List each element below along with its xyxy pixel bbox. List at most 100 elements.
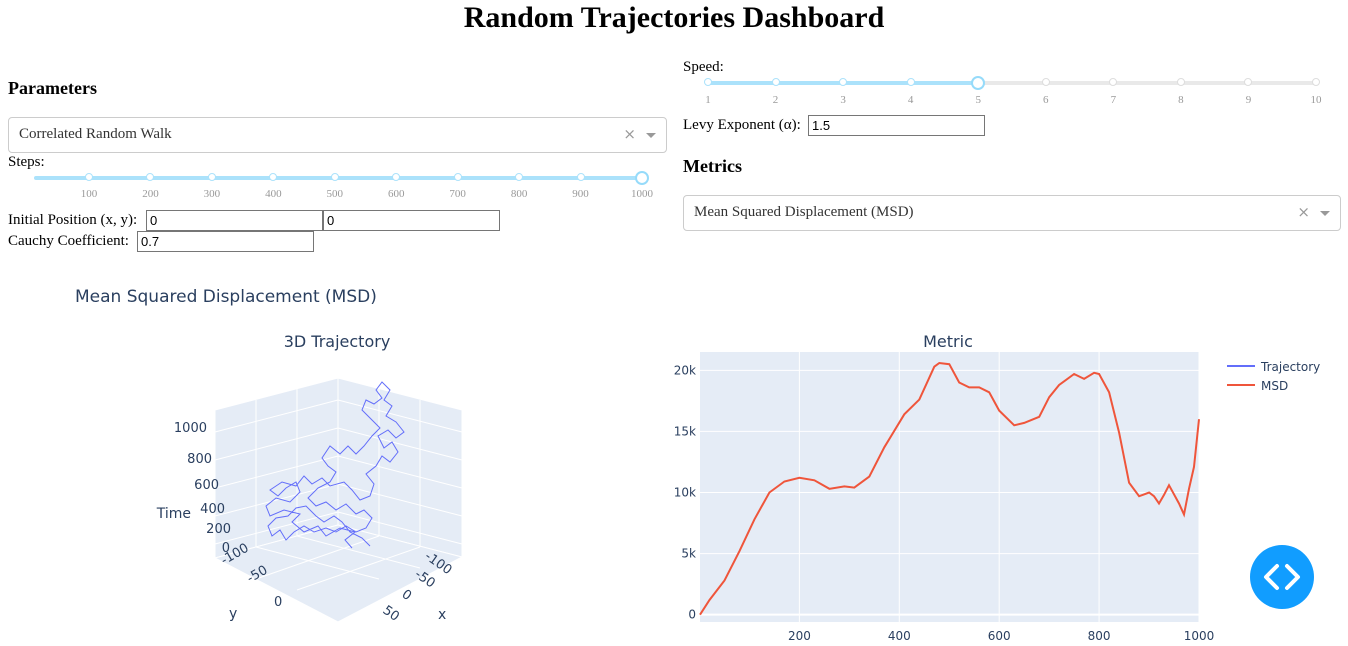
steps-slider-mark-label: 300	[203, 188, 221, 200]
y-tick-label: 10k	[674, 485, 696, 499]
dev-tools-button[interactable]	[1250, 545, 1314, 609]
levy-label: Levy Exponent (α):	[683, 117, 801, 133]
scene-gridlines	[214, 389, 463, 591]
scene-3d[interactable]: 1000 800 600 400 200 0 Time -100 -50 0 5…	[156, 377, 464, 625]
speed-slider-mark-label: 1	[705, 94, 711, 106]
parameters-heading: Parameters	[8, 78, 97, 98]
steps-slider-mark-dot[interactable]	[207, 173, 216, 181]
y-tick-label: 20k	[674, 363, 696, 377]
z-tick: 200	[206, 522, 231, 537]
speed-slider-mark-label: 2	[772, 94, 779, 106]
speed-slider-mark-dot[interactable]	[704, 78, 712, 86]
subplot-title-metric: Metric	[923, 332, 973, 351]
steps-slider-mark-dot[interactable]	[330, 173, 339, 181]
speed-slider-mark-label: 4	[907, 94, 914, 106]
steps-slider-mark-label: 1000	[631, 188, 653, 200]
z-tick: 0	[222, 541, 230, 556]
y-tick-label: 0	[688, 608, 696, 622]
speed-slider-mark-label: 10	[1310, 94, 1322, 106]
steps-slider[interactable]: 100 200 300 400 500 600 700 800 900 1000	[0, 166, 680, 206]
x-tick-label: 200	[788, 629, 811, 643]
walk-type-dropdown[interactable]: Correlated Random Walk ×	[8, 117, 667, 153]
speed-slider-mark-dot[interactable]	[1244, 78, 1253, 86]
speed-slider[interactable]: 1 2 3 4 5 6 7 8 9 10	[680, 72, 1340, 112]
z-tick: 600	[194, 478, 219, 493]
initial-x-input[interactable]	[146, 210, 323, 231]
levy-input[interactable]	[808, 115, 985, 136]
steps-slider-mark-dot[interactable]	[392, 173, 401, 181]
figure-title: Mean Squared Displacement (MSD)	[75, 287, 377, 307]
speed-slider-mark-label: 9	[1245, 94, 1252, 106]
clear-icon[interactable]: ×	[1297, 203, 1310, 221]
chevron-down-icon[interactable]	[1320, 211, 1330, 216]
steps-slider-mark-dot[interactable]	[515, 173, 524, 181]
steps-slider-mark-label: 400	[265, 188, 282, 200]
y-tick: 0	[274, 595, 282, 610]
metric-ticks: 0 5k 10k 15k 20k 200 400 600 800 1000	[674, 363, 1214, 643]
steps-slider-mark-label: 100	[80, 188, 98, 200]
speed-slider-mark-label: 8	[1178, 94, 1184, 106]
metric-plot-area[interactable]	[700, 352, 1199, 622]
cauchy-input[interactable]	[137, 231, 314, 252]
y-tick-label: 5k	[681, 547, 696, 561]
speed-slider-mark-dot[interactable]	[1176, 78, 1185, 86]
y-tick-label: 15k	[674, 424, 696, 438]
speed-slider-rail	[708, 81, 1316, 85]
speed-slider-mark-label: 5	[975, 94, 981, 106]
metrics-heading: Metrics	[683, 156, 742, 176]
speed-label: Speed:	[683, 59, 724, 75]
speed-slider-mark-dot[interactable]	[1041, 78, 1050, 86]
code-brackets-icon	[1264, 564, 1300, 590]
figure: Mean Squared Displacement (MSD) 3D Traje…	[75, 287, 1320, 643]
legend-label-msd[interactable]: MSD	[1261, 379, 1288, 393]
z-tick: 1000	[174, 421, 207, 436]
steps-slider-mark-label: 600	[387, 188, 405, 200]
trajectory-line	[265, 381, 405, 549]
steps-slider-mark-dot[interactable]	[269, 173, 278, 181]
speed-slider-mark-dot[interactable]	[839, 78, 848, 86]
speed-slider-mark-dot[interactable]	[906, 78, 915, 86]
walk-type-value: Correlated Random Walk	[19, 126, 172, 142]
steps-slider-mark-label: 200	[142, 188, 159, 200]
x-tick: 0	[399, 587, 414, 604]
x-axis-title: x	[438, 607, 446, 623]
steps-slider-mark-label: 700	[449, 188, 466, 200]
y-axis-title: y	[229, 606, 237, 622]
initial-position-label: Initial Position (x, y):	[8, 212, 138, 228]
steps-slider-handle[interactable]	[635, 171, 649, 185]
chevron-down-icon[interactable]	[646, 133, 656, 138]
speed-slider-mark-label: 7	[1110, 94, 1117, 106]
speed-slider-handle[interactable]	[971, 76, 985, 90]
steps-slider-mark-dot[interactable]	[85, 173, 93, 181]
speed-slider-mark-label: 3	[840, 94, 846, 106]
x-tick-label: 600	[988, 629, 1011, 643]
metric-value: Mean Squared Displacement (MSD)	[694, 204, 914, 220]
metric-gridlines	[700, 352, 1200, 622]
legend[interactable]: Trajectory MSD	[1227, 360, 1320, 393]
clear-icon[interactable]: ×	[623, 125, 636, 143]
steps-slider-mark-label: 900	[572, 188, 589, 200]
speed-slider-mark-label: 6	[1043, 94, 1049, 106]
steps-slider-mark-label: 800	[510, 188, 528, 200]
page-title: Random Trajectories Dashboard	[463, 1, 885, 34]
z-tick: 800	[187, 452, 212, 467]
legend-label-trajectory[interactable]: Trajectory	[1260, 360, 1320, 374]
speed-slider-mark-dot[interactable]	[1109, 78, 1118, 86]
msd-line	[699, 361, 1200, 616]
initial-y-input[interactable]	[323, 210, 500, 231]
cauchy-label: Cauchy Coefficient:	[8, 233, 129, 249]
metric-dropdown[interactable]: Mean Squared Displacement (MSD) ×	[683, 195, 1341, 231]
speed-slider-mark-dot[interactable]	[1312, 78, 1320, 86]
subplot-title-3d: 3D Trajectory	[284, 332, 391, 351]
z-tick: 400	[200, 502, 225, 517]
steps-slider-mark-dot[interactable]	[146, 173, 155, 181]
x-tick-label: 400	[888, 629, 911, 643]
z-axis-title: Time	[156, 506, 191, 522]
steps-slider-mark-label: 500	[326, 188, 344, 200]
x-tick-label: 1000	[1184, 629, 1215, 643]
steps-slider-mark-dot[interactable]	[453, 173, 462, 181]
x-tick: 50	[380, 603, 402, 625]
steps-slider-mark-dot[interactable]	[576, 173, 585, 181]
speed-slider-mark-dot[interactable]	[771, 78, 780, 86]
x-tick-label: 800	[1088, 629, 1111, 643]
